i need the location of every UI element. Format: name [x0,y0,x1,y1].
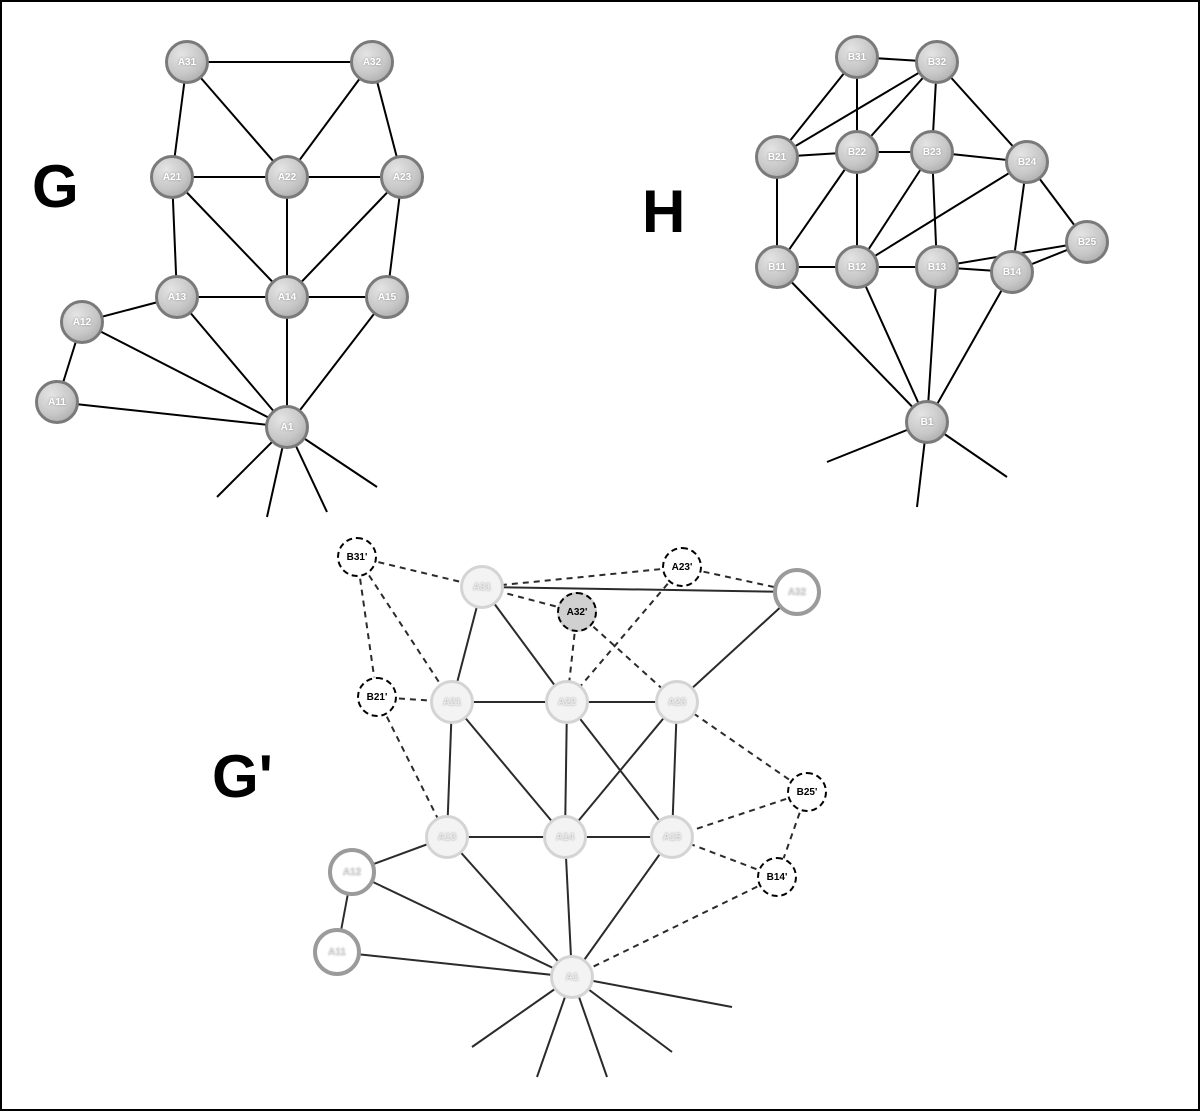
node-A12: A12 [60,300,104,344]
node-A14: A14 [265,275,309,319]
node-label: A13 [438,832,456,843]
graph-label-G: G [32,152,79,221]
node-label: A12 [73,317,91,328]
node-pA22: A22 [545,680,589,724]
node-pA32: A32 [773,568,821,616]
node-A32: A32 [350,40,394,84]
node-label: A13 [168,292,186,303]
node-label: B13 [928,262,946,273]
node-A15: A15 [365,275,409,319]
node-label: A31 [473,582,491,593]
node-pA11: A11 [313,928,361,976]
node-label: B32 [928,57,946,68]
node-label: B25' [797,787,818,798]
node-B22: B22 [835,130,879,174]
node-label: A22 [558,697,576,708]
node-label: A23 [668,697,686,708]
node-B12: B12 [835,245,879,289]
node-label: A14 [278,292,296,303]
node-B1: B1 [905,400,949,444]
node-pA14: A14 [543,815,587,859]
node-label: A32' [567,607,588,618]
node-label: A12 [343,867,361,878]
node-label: B22 [848,147,866,158]
node-A31: A31 [165,40,209,84]
node-A21: A21 [150,155,194,199]
node-pA15: A15 [650,815,694,859]
node-label: A15 [378,292,396,303]
node-label: B12 [848,262,866,273]
graph-label-H: H [642,177,685,246]
node-pA13: A13 [425,815,469,859]
node-A23: A23 [380,155,424,199]
node-label: A23' [672,562,693,573]
node-label: B1 [921,417,934,428]
graph-label-Gp: G' [212,742,273,811]
node-label: B24 [1018,157,1036,168]
node-label: A32 [363,57,381,68]
node-B21p: B21' [357,677,397,717]
node-label: A32 [788,587,806,598]
node-pA12: A12 [328,848,376,896]
node-label: A21 [163,172,181,183]
node-label: B11 [768,262,786,273]
node-A32p: A32' [557,592,597,632]
node-pA21: A21 [430,680,474,724]
node-B24: B24 [1005,140,1049,184]
node-A13: A13 [155,275,199,319]
node-label: B14 [1003,267,1021,278]
node-label: A1 [566,972,579,983]
node-B13: B13 [915,245,959,289]
node-pA23: A23 [655,680,699,724]
node-pA31: A31 [460,565,504,609]
node-label: A23 [393,172,411,183]
node-label: A1 [281,422,294,433]
node-B31p: B31' [337,537,377,577]
node-B11: B11 [755,245,799,289]
node-B23: B23 [910,130,954,174]
node-label: A14 [556,832,574,843]
node-A22: A22 [265,155,309,199]
node-label: A31 [178,57,196,68]
node-A23p: A23' [662,547,702,587]
node-label: A21 [443,697,461,708]
node-pA1: A1 [550,955,594,999]
node-label: B25 [1078,237,1096,248]
node-B32: B32 [915,40,959,84]
node-label: B23 [923,147,941,158]
node-label: A11 [48,397,66,408]
node-label: A11 [328,947,346,958]
node-label: B14' [767,872,788,883]
node-label: B21' [367,692,388,703]
node-label: B21 [768,152,786,163]
node-B25: B25 [1065,220,1109,264]
node-label: A15 [663,832,681,843]
node-A11: A11 [35,380,79,424]
node-label: A22 [278,172,296,183]
node-A1: A1 [265,405,309,449]
node-B14: B14 [990,250,1034,294]
node-B14p: B14' [757,857,797,897]
node-label: B31' [347,552,368,563]
node-B31: B31 [835,35,879,79]
node-B21: B21 [755,135,799,179]
node-label: B31 [848,52,866,63]
diagram-canvas: A31 A32 A21 A22 A23 A13 A14 A15 A12 A11 A1 B31 B32 B2… [0,0,1200,1111]
node-B25p: B25' [787,772,827,812]
